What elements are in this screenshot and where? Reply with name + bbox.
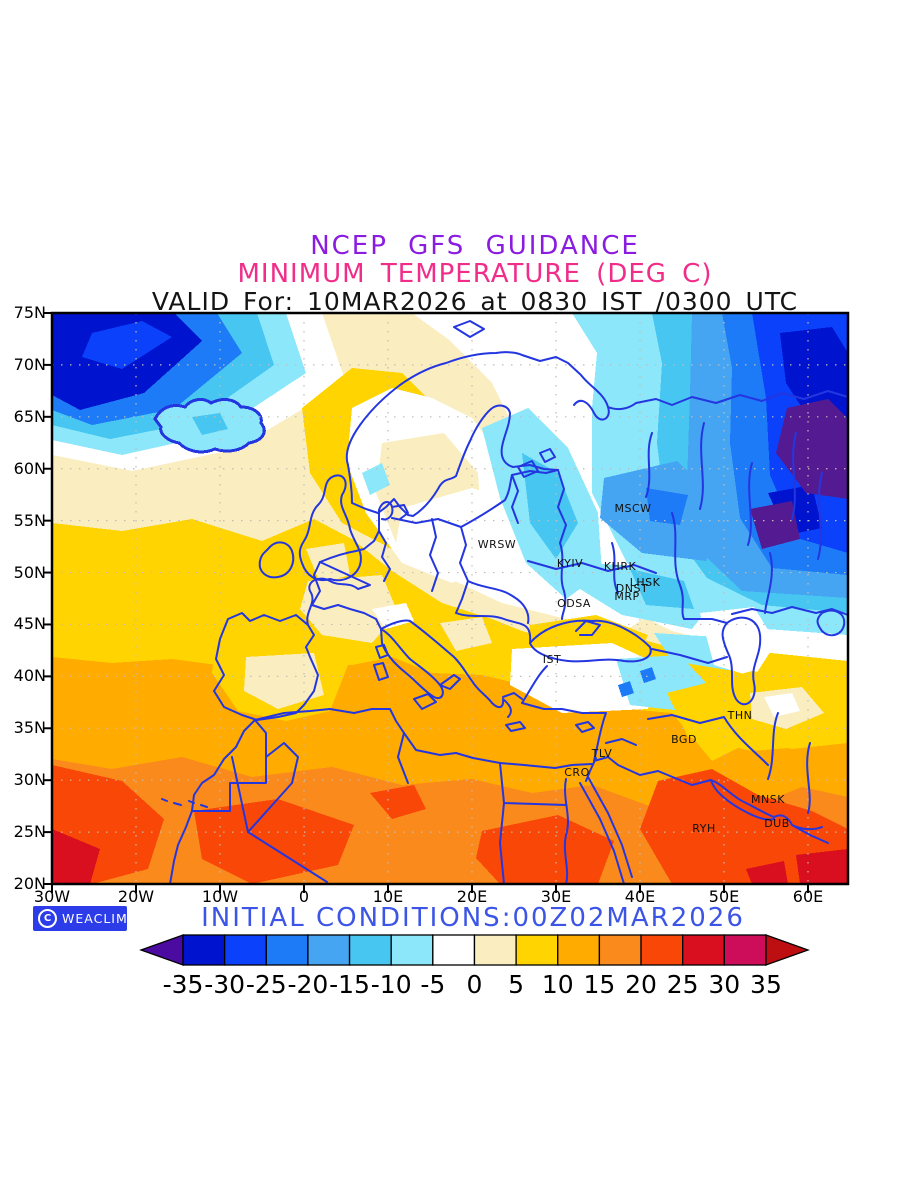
colorbar-segment: [515, 934, 559, 966]
colorbar-tick-0: 0: [467, 970, 483, 999]
city-label-BGD: BGD: [671, 733, 697, 746]
city-label-CRO: CRO: [564, 766, 589, 779]
colorbar-tick--20: -20: [287, 970, 328, 999]
copyright-circle-icon: C: [38, 909, 57, 928]
colorbar-tick--25: -25: [246, 970, 287, 999]
lat-label-65N: 65N: [13, 406, 46, 426]
lon-label-20W: 20W: [117, 887, 155, 906]
colorbar-segment: [265, 934, 309, 966]
lat-label-40N: 40N: [13, 666, 46, 686]
city-label-RYH: RYH: [692, 822, 715, 835]
colorbar-segment: [640, 934, 684, 966]
colorbar-tick--10: -10: [371, 970, 412, 999]
lon-label-40E: 40E: [624, 887, 656, 906]
colorbar-segment: [307, 934, 351, 966]
lat-label-75N: 75N: [13, 303, 46, 322]
lon-label-30W: 30W: [33, 887, 71, 906]
city-label-TLV: TLV: [591, 747, 613, 760]
lat-label-45N: 45N: [13, 614, 46, 634]
lat-label-55N: 55N: [13, 510, 46, 530]
lat-label-30N: 30N: [13, 770, 46, 790]
colorbar-segment: [682, 934, 725, 966]
colorbar-right-arrow: [765, 934, 810, 966]
logo-text: WEACLIM: [62, 911, 128, 926]
city-label-MSCW: MSCW: [614, 502, 651, 515]
colorbar-tick-30: 30: [708, 970, 740, 999]
city-label-DNST: DNST: [616, 582, 648, 595]
colorbar-segment: [473, 934, 517, 966]
valid-time-line: VALID For: 10MAR2026 at 0830 IST /0300 U…: [151, 287, 799, 316]
city-label-LHSK: LHSK: [630, 576, 661, 589]
colorbar-tick-15: 15: [583, 970, 615, 999]
colorbar-segment: [432, 934, 476, 966]
initial-conditions-line: INITIAL CONDITIONS:00Z02MAR2026: [201, 903, 745, 933]
city-label-IST: IST: [543, 653, 561, 666]
city-label-THN: THN: [727, 709, 753, 722]
city-label-KHRK: KHRK: [604, 560, 637, 573]
axis-ticks: [43, 312, 809, 893]
page-subtitle: MINIMUM TEMPERATURE (DEG C): [237, 259, 713, 289]
map-frame: [50, 311, 850, 886]
lon-label-50E: 50E: [708, 887, 740, 906]
lat-label-20N: 20N: [13, 874, 46, 893]
page-title: NCEP GFS GUIDANCE: [310, 231, 640, 261]
lon-label-10E: 10E: [372, 887, 404, 906]
country-borders: [161, 320, 849, 885]
lat-label-60N: 60N: [13, 458, 46, 478]
city-label-MRP: MRP: [614, 590, 639, 603]
colorbar-tick-5: 5: [508, 970, 524, 999]
colorbar-segment: [557, 934, 601, 966]
colorbar-tick--35: -35: [163, 970, 204, 999]
city-label-ODSA: ODSA: [557, 597, 591, 610]
colorbar-tick--30: -30: [204, 970, 245, 999]
city-label-WRSW: WRSW: [478, 538, 516, 551]
temperature-field: [52, 313, 848, 884]
colorbar-segment: [390, 934, 434, 966]
lat-label-35N: 35N: [13, 718, 46, 738]
lon-label-30E: 30E: [540, 887, 572, 906]
colorbar-segment: [182, 934, 226, 966]
colorbar-left-arrow: [139, 934, 184, 966]
lon-label-20E: 20E: [456, 887, 488, 906]
city-label-DUB: DUB: [764, 817, 790, 830]
city-label-KYIV: KYIV: [557, 557, 583, 570]
weaclim-logo: C WEACLIM: [33, 906, 127, 931]
colorbar-tick-35: 35: [750, 970, 782, 999]
colorbar-segment: [598, 934, 642, 966]
colorbar-tick-10: 10: [542, 970, 574, 999]
colorbar-tick--15: -15: [329, 970, 370, 999]
colorbar-segment: [223, 934, 267, 966]
colorbar-tick-20: 20: [625, 970, 657, 999]
lon-label-0: 0: [298, 887, 310, 906]
colorbar-segment: [723, 934, 767, 966]
colorbar-tick-25: 25: [667, 970, 699, 999]
temperature-colorbar: -35 -30 -25 -20 -15 -10 -5 0 5 10 15 20 25 30 35: [139, 934, 810, 999]
city-label-MNSK: MNSK: [751, 793, 785, 806]
lon-label-60E: 60E: [792, 887, 824, 906]
lat-label-70N: 70N: [13, 354, 46, 374]
colorbar-segment: [348, 934, 392, 966]
colorbar-tick--5: -5: [420, 970, 445, 999]
lat-label-50N: 50N: [13, 562, 46, 582]
lon-label-10W: 10W: [201, 887, 239, 906]
lat-label-25N: 25N: [13, 822, 46, 842]
